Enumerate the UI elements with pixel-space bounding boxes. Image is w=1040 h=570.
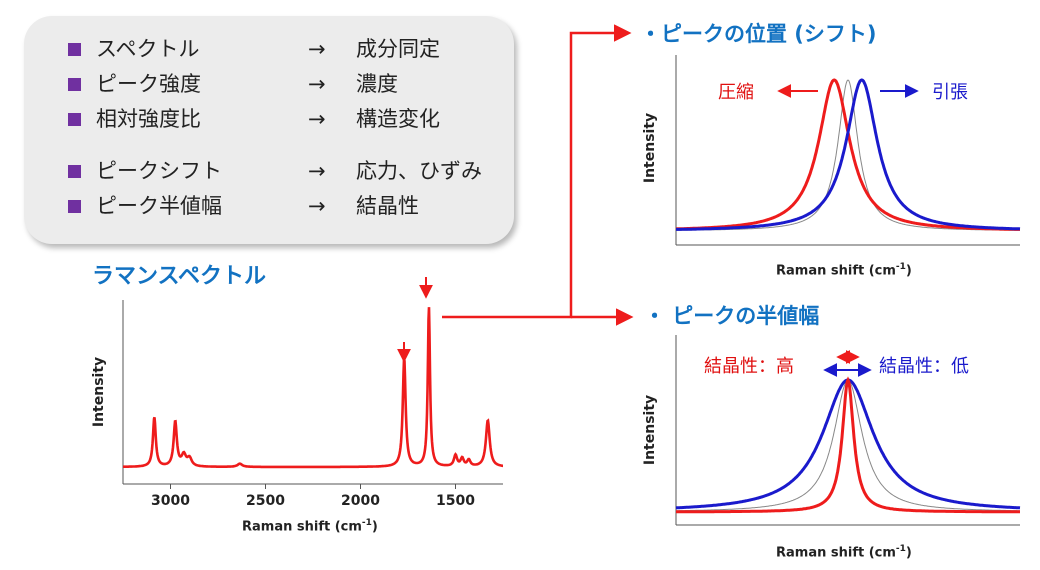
- summary-meaning: 濃度: [356, 72, 398, 96]
- square-bullet-icon: [68, 200, 81, 213]
- summary-feature: ピーク半値幅: [96, 194, 222, 218]
- spectrum-x-tick-labels: 3000 2500 2000 1500: [151, 493, 475, 509]
- summary-arrow: →: [308, 107, 326, 131]
- square-bullet-icon: [68, 43, 81, 56]
- square-bullet-icon: [68, 113, 81, 126]
- connector-to-shift-arrow-icon: [442, 24, 632, 319]
- summary-meaning: 成分同定: [356, 37, 440, 61]
- shift-tension-peak: [676, 78, 1021, 231]
- summary-feature: 相対強度比: [96, 107, 201, 131]
- summary-arrow: →: [308, 72, 326, 96]
- x-tick-label: 3000: [151, 493, 190, 509]
- spectrum-title: ラマンスペクトル: [92, 264, 267, 289]
- summary-meaning: 応力、ひずみ: [356, 159, 482, 183]
- summary-box: スペクトル → 成分同定 ピーク強度 → 濃度 相対強度比 → 構造変化 ピーク…: [24, 16, 514, 244]
- shift-y-label: Intensity: [642, 113, 658, 183]
- tension-label: 引張: [932, 82, 968, 103]
- spectrum-series-line: [123, 307, 503, 469]
- peak-width-heading: ・ ピークの半値幅: [644, 304, 820, 328]
- x-tick-label: 2000: [341, 493, 380, 509]
- width-y-label: Intensity: [642, 395, 658, 465]
- summary-meaning: 結晶性: [356, 194, 419, 218]
- spectrum-x-label: Raman shift (cm-1): [242, 518, 378, 535]
- x-tick-label: 2500: [246, 493, 285, 509]
- shift-reference-peak: [676, 79, 1020, 231]
- spectrum-x-ticks: [170, 484, 456, 489]
- summary-arrow: →: [308, 37, 326, 61]
- summary-arrow: →: [308, 159, 326, 183]
- peak-shift-heading: ・ピークの位置 (シフト): [640, 22, 877, 46]
- spectrum-y-label: Intensity: [91, 357, 107, 427]
- shift-x-label: Raman shift (cm-1): [776, 262, 912, 279]
- high-crystallinity-label: 結晶性：高: [704, 356, 794, 377]
- summary-meaning: 構造変化: [356, 107, 440, 131]
- low-crystallinity-label: 結晶性：低: [879, 356, 969, 377]
- width-low-crystallinity-peak: [675, 378, 1021, 510]
- square-bullet-icon: [68, 78, 81, 91]
- width-x-label: Raman shift (cm-1): [776, 544, 912, 561]
- x-tick-label: 1500: [436, 493, 475, 509]
- compression-label: 圧縮: [718, 82, 754, 103]
- summary-feature: ピークシフト: [96, 159, 222, 183]
- summary-feature: ピーク強度: [96, 72, 201, 96]
- square-bullet-icon: [68, 165, 81, 178]
- summary-arrow: →: [308, 194, 326, 218]
- width-high-crystallinity-peak: [676, 376, 1020, 514]
- width-reference-peak: [676, 379, 1020, 512]
- summary-feature: スペクトル: [96, 37, 200, 61]
